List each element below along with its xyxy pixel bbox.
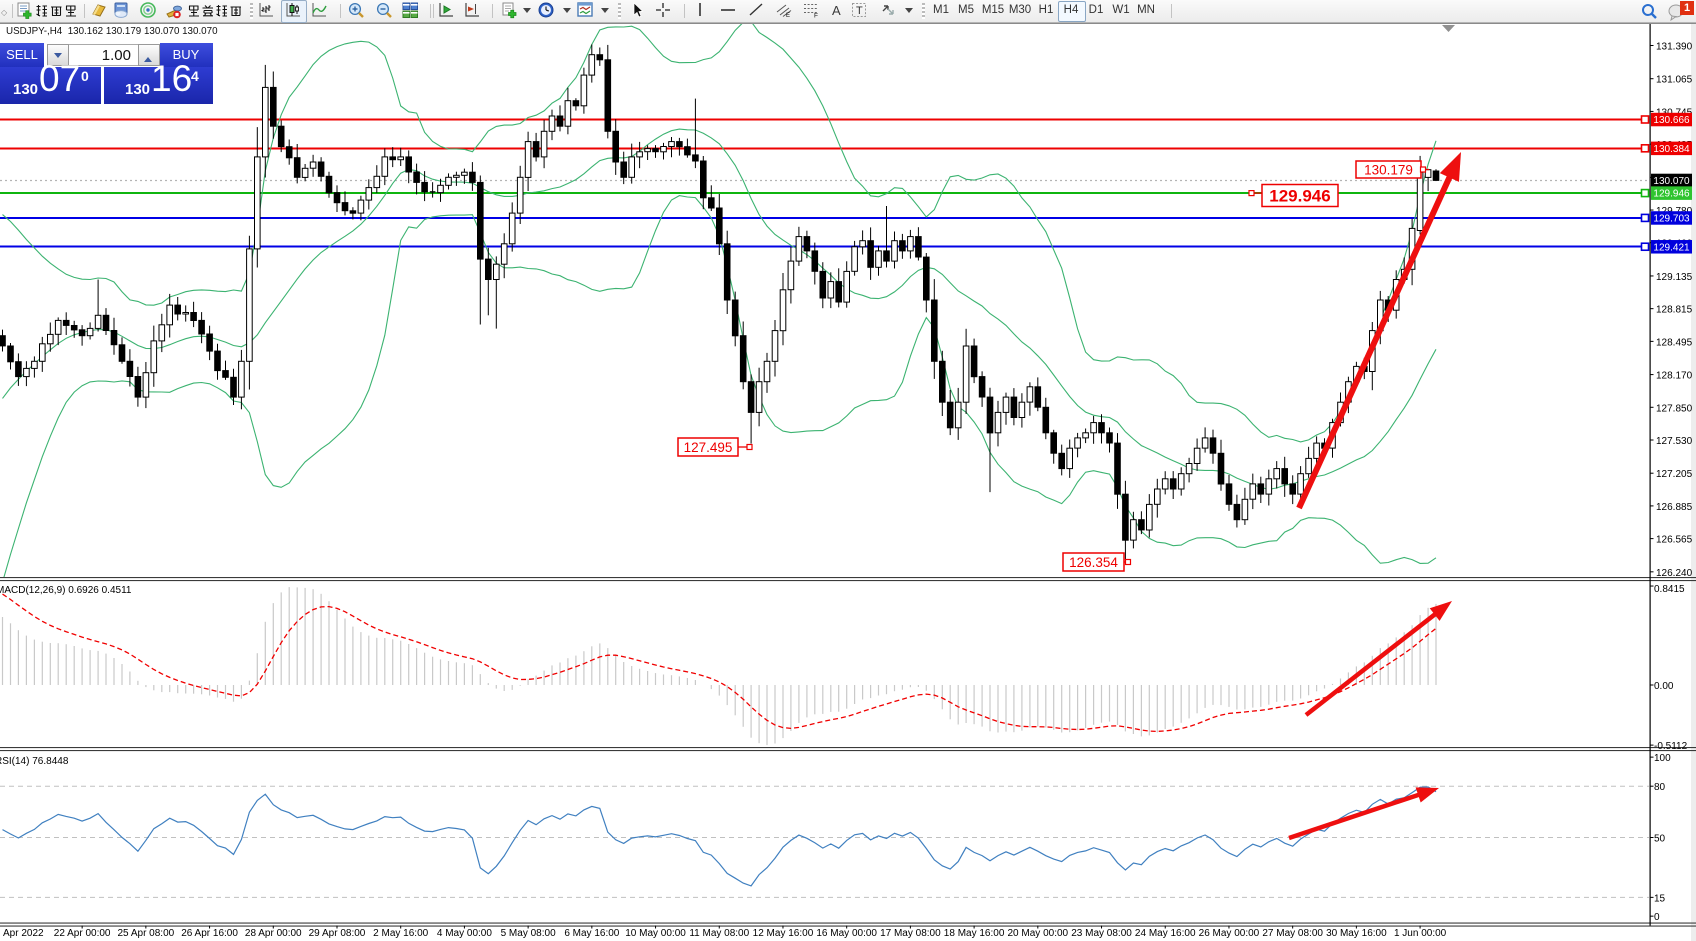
svg-text:RSI(14) 76.8448: RSI(14) 76.8448 <box>0 756 69 767</box>
svg-text:100: 100 <box>1654 753 1671 764</box>
svg-text:0.00: 0.00 <box>1654 681 1674 692</box>
svg-text:5 May 08:00: 5 May 08:00 <box>501 928 556 939</box>
svg-text:0.8415: 0.8415 <box>1654 584 1685 595</box>
svg-text:10 May 00:00: 10 May 00:00 <box>625 928 686 939</box>
svg-text:MACD(12,26,9) 0.6926 0.4511: MACD(12,26,9) 0.6926 0.4511 <box>0 585 132 596</box>
svg-text:20 May 00:00: 20 May 00:00 <box>1008 928 1069 939</box>
svg-text:131.065: 131.065 <box>1656 75 1693 86</box>
svg-text:4 May 00:00: 4 May 00:00 <box>437 928 492 939</box>
svg-text:F: F <box>814 13 818 19</box>
svg-text:E: E <box>786 13 790 18</box>
svg-text:27 May 08:00: 27 May 08:00 <box>1262 928 1323 939</box>
svg-text:15: 15 <box>1654 893 1666 904</box>
svg-text:128.495: 128.495 <box>1656 337 1693 348</box>
svg-text:128.170: 128.170 <box>1656 371 1693 382</box>
svg-text:129.421: 129.421 <box>1653 242 1690 253</box>
svg-text:50: 50 <box>1654 834 1666 845</box>
svg-text:126.354: 126.354 <box>1069 555 1118 570</box>
svg-text:16 May 00:00: 16 May 00:00 <box>816 928 877 939</box>
svg-text:127.205: 127.205 <box>1656 469 1693 480</box>
svg-text:127.530: 127.530 <box>1656 436 1693 447</box>
svg-text:130.384: 130.384 <box>1653 144 1690 155</box>
svg-text:2 May 16:00: 2 May 16:00 <box>373 928 428 939</box>
svg-text:Apr 2022: Apr 2022 <box>3 928 44 939</box>
svg-text:23 May 08:00: 23 May 08:00 <box>1071 928 1132 939</box>
svg-text:24 May 16:00: 24 May 16:00 <box>1135 928 1196 939</box>
svg-text:126.885: 126.885 <box>1656 502 1693 513</box>
svg-text:17 May 08:00: 17 May 08:00 <box>880 928 941 939</box>
svg-text:129.946: 129.946 <box>1269 187 1330 206</box>
svg-text:1 Jun 00:00: 1 Jun 00:00 <box>1394 928 1447 939</box>
svg-text:80: 80 <box>1654 782 1666 793</box>
svg-text:126.565: 126.565 <box>1656 535 1693 546</box>
svg-text:11 May 08:00: 11 May 08:00 <box>689 928 749 939</box>
svg-text:6 May 16:00: 6 May 16:00 <box>564 928 619 939</box>
svg-text:131.390: 131.390 <box>1656 42 1693 53</box>
svg-text:T: T <box>856 5 863 17</box>
svg-text:30 May 16:00: 30 May 16:00 <box>1326 928 1387 939</box>
svg-text:22 Apr 00:00: 22 Apr 00:00 <box>54 928 111 939</box>
svg-text:127.495: 127.495 <box>684 440 733 455</box>
svg-text:28 Apr 00:00: 28 Apr 00:00 <box>245 928 302 939</box>
svg-text:129.135: 129.135 <box>1656 272 1693 283</box>
svg-text:26 May 00:00: 26 May 00:00 <box>1199 928 1260 939</box>
svg-text:128.815: 128.815 <box>1656 305 1693 316</box>
svg-text:126.240: 126.240 <box>1656 568 1693 579</box>
svg-text:130.070: 130.070 <box>1653 176 1690 187</box>
svg-text:12 May 16:00: 12 May 16:00 <box>753 928 814 939</box>
svg-text:129.946: 129.946 <box>1653 189 1690 200</box>
svg-text:0: 0 <box>1654 912 1660 923</box>
svg-text:25 Apr 08:00: 25 Apr 08:00 <box>117 928 174 939</box>
svg-text:127.850: 127.850 <box>1656 403 1693 414</box>
svg-text:130.179: 130.179 <box>1364 162 1413 177</box>
svg-text:129.703: 129.703 <box>1653 214 1690 225</box>
svg-text:130.666: 130.666 <box>1653 115 1690 126</box>
svg-text:-0.5112: -0.5112 <box>1654 741 1688 752</box>
svg-text:18 May 16:00: 18 May 16:00 <box>944 928 1005 939</box>
svg-text:26 Apr 16:00: 26 Apr 16:00 <box>181 928 238 939</box>
svg-text:29 Apr 08:00: 29 Apr 08:00 <box>309 928 366 939</box>
